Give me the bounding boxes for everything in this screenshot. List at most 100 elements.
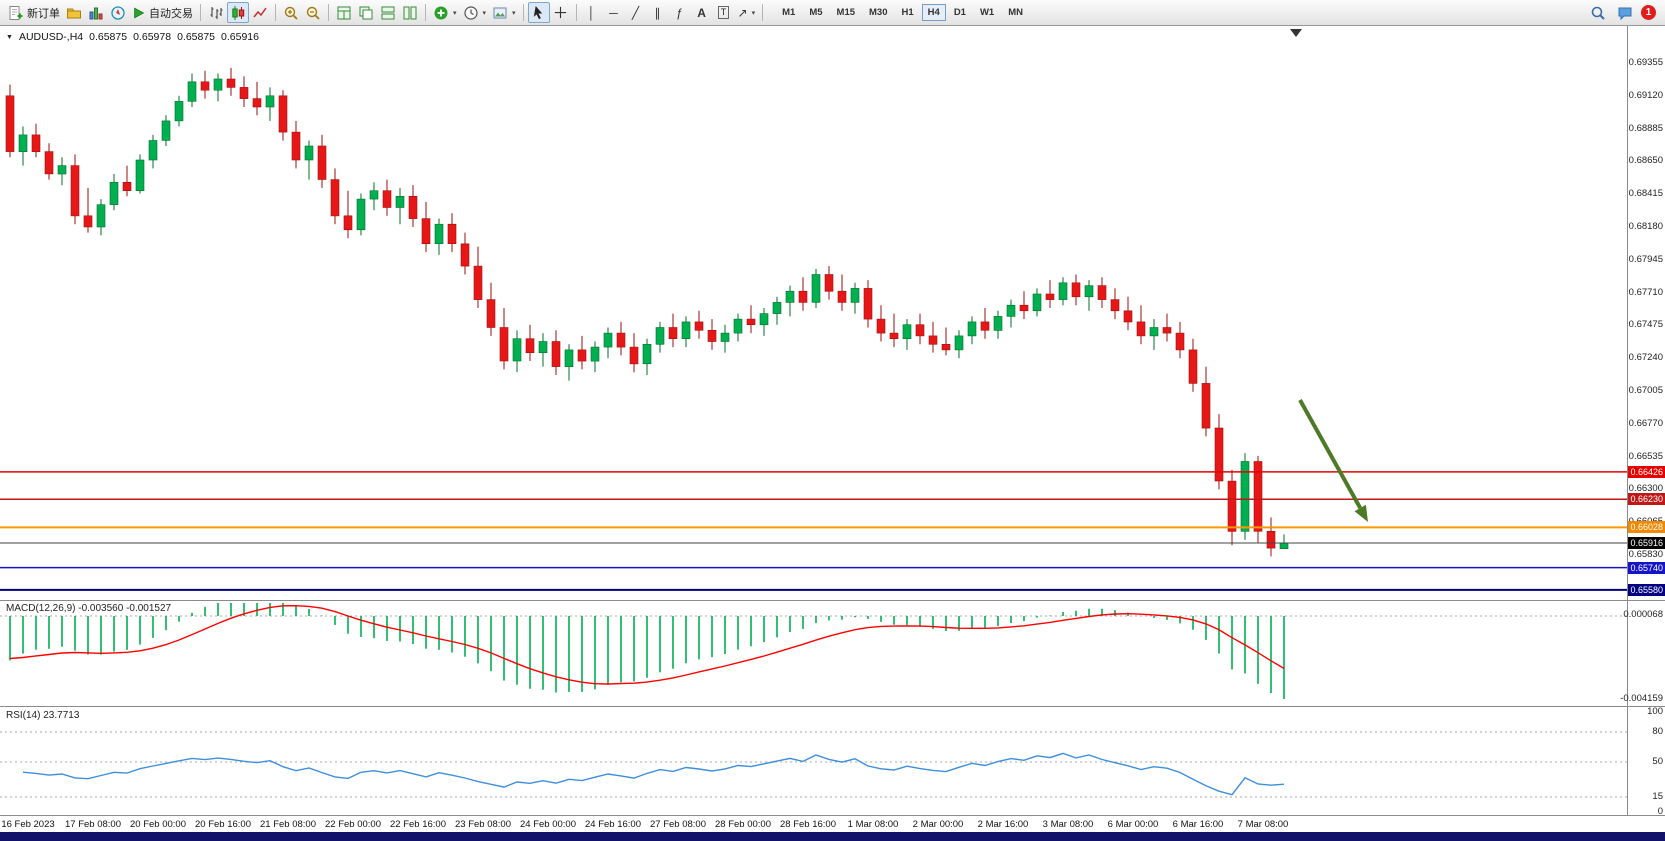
- candlestick: [798, 290, 808, 303]
- quote-close: 0.65916: [221, 31, 259, 43]
- candlestick: [252, 98, 262, 108]
- price-axis-label: 0.67945: [1628, 254, 1663, 265]
- price-axis-label: 0.69355: [1628, 57, 1663, 68]
- timeframe-button-m1[interactable]: M1: [776, 4, 801, 21]
- cascade-windows-button[interactable]: [355, 2, 377, 23]
- time-axis-label: 6 Mar 16:00: [1172, 819, 1224, 830]
- candlestick: [1136, 321, 1146, 337]
- timeframe-button-m30[interactable]: M30: [863, 4, 893, 21]
- time-axis-label: 23 Feb 08:00: [455, 819, 511, 830]
- timeframe-button-m15[interactable]: M15: [831, 4, 861, 21]
- price-marker-zone-orange: 0.66028: [1628, 521, 1665, 533]
- auto-trading-label: 自动交易: [149, 7, 193, 20]
- one-click-trading-toggle[interactable]: ▼: [6, 33, 13, 41]
- cursor-button[interactable]: [527, 2, 550, 23]
- candlestick: [564, 349, 574, 367]
- zoom-in-button[interactable]: [280, 2, 302, 23]
- candlestick: [499, 327, 509, 362]
- text-label-button[interactable]: T: [713, 2, 735, 23]
- timeframe-button-h4[interactable]: H4: [921, 4, 946, 21]
- time-axis[interactable]: 16 Feb 2023 17 Feb 08:00 20 Feb 00:00 20 Fe…: [0, 815, 1665, 833]
- price-axis-label: 0.68415: [1628, 188, 1663, 199]
- candlestick: [57, 165, 67, 175]
- trend-arrow-head[interactable]: [1354, 504, 1369, 522]
- toolbar-right-group: 1: [1587, 2, 1660, 23]
- time-axis-label: 7 Mar 08:00: [1237, 819, 1289, 830]
- profiles-button[interactable]: [63, 2, 85, 23]
- toolbar-separator: [522, 4, 524, 21]
- zoom-out-button[interactable]: [302, 2, 324, 23]
- candlestick: [902, 324, 912, 340]
- horizontal-line-button[interactable]: ─: [603, 2, 625, 23]
- macd-panel-separator[interactable]: [0, 600, 1665, 601]
- chat-icon: [1618, 7, 1632, 20]
- new-order-label: 新订单: [27, 7, 60, 20]
- timeframe-button-w1[interactable]: W1: [974, 4, 1000, 21]
- timeframe-button-h1[interactable]: H1: [896, 4, 920, 21]
- tile-horizontal-button[interactable]: [377, 2, 399, 23]
- notification-badge[interactable]: 1: [1641, 5, 1656, 20]
- candlestick: [304, 145, 314, 161]
- candlestick: [343, 215, 353, 231]
- navigator-icon: [111, 5, 125, 20]
- candlestick: [1045, 293, 1055, 300]
- line-chart-button[interactable]: [249, 2, 271, 23]
- candlestick: [460, 243, 470, 267]
- equidistant-channel-button[interactable]: ∥: [647, 2, 669, 23]
- candlestick: [967, 321, 977, 337]
- navigator-button[interactable]: [107, 2, 129, 23]
- candlestick: [317, 145, 327, 180]
- candlestick: [5, 95, 15, 152]
- rsi-panel-separator[interactable]: [0, 706, 1665, 707]
- toolbar-separator: [200, 4, 201, 21]
- bar-chart-button[interactable]: [205, 2, 227, 23]
- timeframe-button-d1[interactable]: D1: [948, 4, 972, 21]
- candlestick: [1097, 285, 1107, 300]
- tile-windows-button[interactable]: [333, 2, 355, 23]
- time-axis-label: 1 Mar 08:00: [847, 819, 899, 830]
- price-marker-current-price: 0.65916: [1628, 537, 1665, 549]
- vertical-line-icon: │: [587, 5, 596, 20]
- zoom-in-icon: [284, 6, 298, 20]
- rsi-axis-label: 100: [1647, 706, 1663, 717]
- candlestick: [733, 318, 743, 334]
- text-button[interactable]: A: [691, 2, 713, 23]
- tile-vertical-button[interactable]: [399, 2, 421, 23]
- search-icon: [1591, 6, 1605, 20]
- chat-button[interactable]: [1614, 2, 1636, 23]
- price-marker-resistance-2: 0.66230: [1628, 493, 1665, 505]
- add-indicator-button[interactable]: ▾: [430, 2, 460, 23]
- rsi-axis-label: 0: [1657, 806, 1663, 817]
- candlestick: [772, 302, 782, 314]
- time-axis-label: 16 Feb 2023: [1, 819, 55, 830]
- periods-button[interactable]: ▾: [460, 2, 490, 23]
- timeframe-button-mn[interactable]: MN: [1002, 4, 1029, 21]
- candlestick: [1110, 299, 1120, 312]
- profiles-icon: [67, 8, 81, 18]
- candlestick: [590, 346, 600, 362]
- market-watch-button[interactable]: [85, 2, 107, 23]
- candlestick: [889, 332, 899, 340]
- trend-arrow[interactable]: [1298, 399, 1362, 509]
- chart-shift-marker[interactable]: [1290, 29, 1302, 37]
- vertical-line-button[interactable]: │: [581, 2, 603, 23]
- arrow-objects-button[interactable]: ↗ ▾: [735, 2, 759, 23]
- candlestick: [928, 335, 938, 345]
- auto-trading-button[interactable]: 自动交易: [129, 2, 196, 23]
- candlestick-chart-button[interactable]: [227, 2, 249, 23]
- clock-icon: [463, 5, 478, 20]
- new-order-button[interactable]: 新订单: [5, 2, 63, 23]
- price-axis-label: 0.66300: [1628, 483, 1663, 494]
- crosshair-button[interactable]: [550, 2, 572, 23]
- price-marker-resistance-1: 0.66426: [1628, 466, 1665, 478]
- templates-button[interactable]: ▾: [489, 2, 519, 23]
- search-button[interactable]: [1587, 2, 1609, 23]
- price-axis[interactable]: 0.69355 0.69120 0.68885 0.68650 0.68415 0.681…: [1620, 26, 1665, 817]
- fibonacci-button[interactable]: ƒ: [669, 2, 691, 23]
- time-axis-label: 2 Mar 16:00: [977, 819, 1029, 830]
- candlestick: [1084, 285, 1094, 298]
- timeframe-button-m5[interactable]: M5: [803, 4, 828, 21]
- trendline-button[interactable]: ╱: [625, 2, 647, 23]
